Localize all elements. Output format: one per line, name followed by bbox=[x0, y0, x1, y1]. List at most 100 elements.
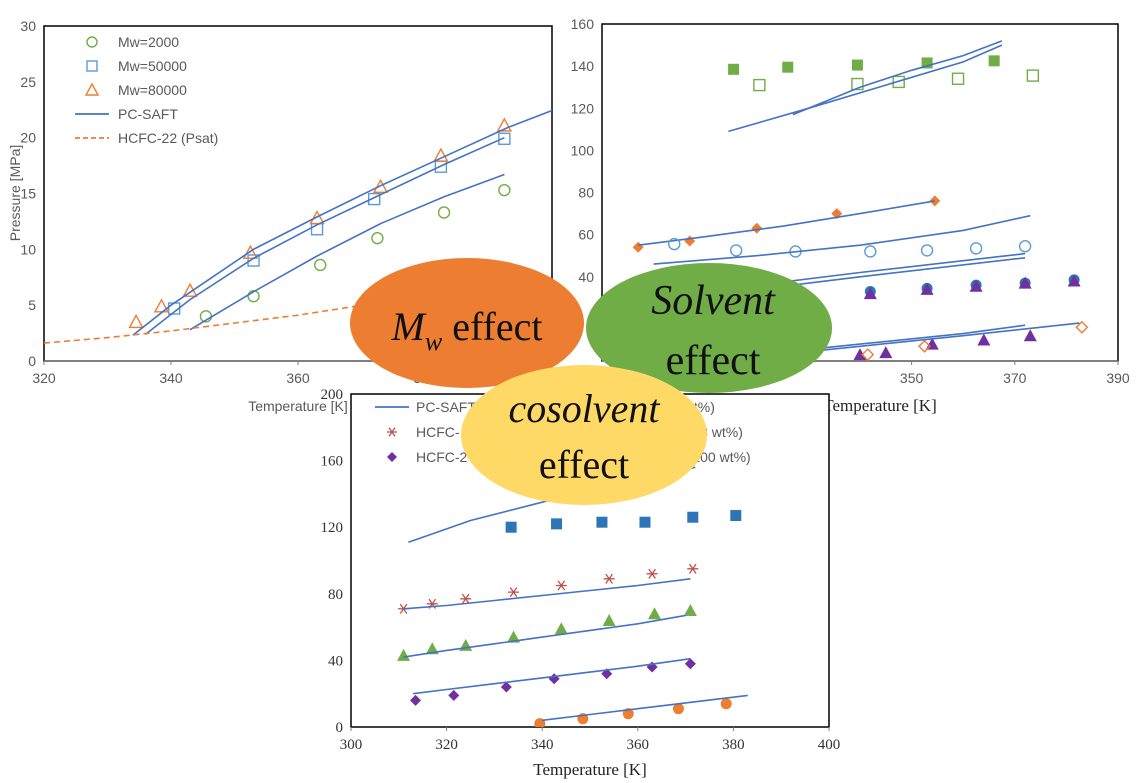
data-point bbox=[918, 339, 931, 353]
data-point bbox=[1018, 276, 1032, 289]
data-point bbox=[672, 703, 684, 715]
y-tick-label: 40 bbox=[578, 269, 594, 285]
series-green-line-upper bbox=[792, 40, 1003, 116]
series-line bbox=[413, 657, 691, 695]
data-point bbox=[1067, 274, 1081, 287]
data-point bbox=[128, 313, 144, 329]
series-pc-saft-mw-80000- bbox=[132, 109, 552, 336]
data-point bbox=[1026, 69, 1040, 82]
data-point bbox=[864, 245, 877, 258]
series-blue-filled-squares bbox=[505, 510, 742, 533]
data-point bbox=[646, 568, 658, 579]
data-point bbox=[410, 694, 422, 706]
data-point bbox=[861, 348, 875, 361]
data-point bbox=[892, 75, 905, 89]
x-tick-label: 390 bbox=[1106, 370, 1130, 386]
series-line bbox=[403, 614, 686, 658]
y-tick-label: 20 bbox=[20, 130, 36, 146]
series-line bbox=[132, 109, 552, 336]
legend-label: Mw=2000 bbox=[118, 34, 179, 50]
y-tick-label: 120 bbox=[321, 520, 344, 536]
data-point bbox=[372, 178, 389, 194]
bubble-solvent-effect: Solvent effect bbox=[586, 263, 832, 393]
data-point bbox=[603, 573, 615, 584]
data-point bbox=[863, 287, 877, 300]
data-point bbox=[242, 244, 259, 259]
data-point bbox=[508, 587, 520, 598]
chart-cosolvent-effect: 300 320 340 360 380 400 0 40 80 120 160 200 Temperat… bbox=[321, 387, 841, 779]
y-tick-label: 80 bbox=[328, 587, 343, 603]
data-point bbox=[988, 55, 1000, 67]
legend-label: HCFC-22 (Psat) bbox=[118, 130, 218, 146]
y-tick-label: 5 bbox=[28, 297, 36, 313]
series-line bbox=[653, 214, 1031, 265]
data-point bbox=[500, 681, 512, 693]
data-point bbox=[498, 132, 511, 145]
data-point bbox=[247, 290, 260, 303]
legend-label: HCFC- bbox=[416, 424, 460, 440]
data-point bbox=[448, 689, 460, 701]
y-tick-label: 120 bbox=[571, 100, 595, 116]
series-pc-saft-mw-50000- bbox=[145, 136, 505, 335]
legend-swatch bbox=[84, 82, 100, 96]
data-point bbox=[969, 279, 983, 292]
y-tick-label: 30 bbox=[20, 18, 36, 34]
legend-swatch bbox=[387, 452, 397, 462]
data-point bbox=[969, 242, 983, 255]
x-tick-label: 400 bbox=[818, 737, 841, 753]
data-point bbox=[879, 346, 893, 359]
data-point bbox=[977, 333, 991, 346]
x-tick-label: 340 bbox=[531, 737, 554, 753]
series-hcfc-22-psat- bbox=[44, 305, 356, 344]
data-point bbox=[639, 516, 651, 528]
legend-label: PC-SAFT bbox=[416, 399, 476, 415]
x-tick-label: 380 bbox=[722, 737, 745, 753]
data-point bbox=[684, 658, 696, 670]
data-point bbox=[433, 147, 449, 162]
data-point bbox=[728, 63, 740, 75]
data-point bbox=[920, 244, 934, 257]
series-orange-line bbox=[637, 200, 935, 246]
data-point bbox=[247, 254, 260, 267]
data-point bbox=[753, 78, 766, 92]
bubble-solvent-line2: effect bbox=[666, 338, 761, 384]
bubble-mw-label: Mw effect bbox=[391, 304, 543, 356]
series-line bbox=[792, 40, 1003, 116]
bubble-solvent-shape bbox=[586, 263, 832, 393]
data-point bbox=[951, 72, 965, 85]
y-tick-label: 100 bbox=[571, 142, 595, 158]
y-tick-label: 140 bbox=[571, 58, 595, 74]
bubble-mw-text: effect bbox=[442, 304, 542, 349]
plot-area bbox=[44, 109, 552, 344]
series-green-filled-squares bbox=[728, 55, 1000, 75]
legend-label: Mw=50000 bbox=[118, 58, 187, 74]
legend-swatch bbox=[86, 60, 98, 72]
data-point bbox=[437, 206, 451, 219]
series-purple-line bbox=[413, 657, 691, 695]
legend-label: HCFC-2 bbox=[416, 449, 468, 465]
data-point bbox=[929, 195, 941, 207]
y-axis-title: Pressure [MPa] bbox=[7, 145, 23, 241]
data-point bbox=[1075, 320, 1089, 334]
series-line bbox=[637, 200, 935, 246]
x-tick-label: 360 bbox=[286, 370, 310, 386]
data-point bbox=[397, 648, 411, 661]
series-green-open-squares bbox=[753, 69, 1040, 92]
data-point bbox=[496, 117, 513, 132]
series-pc-saft-mw-2000- bbox=[189, 173, 505, 331]
bubble-cosolvent-effect: cosolvent effect bbox=[461, 365, 707, 505]
x-tick-label: 300 bbox=[340, 737, 363, 753]
data-point bbox=[314, 258, 327, 272]
data-point bbox=[729, 244, 743, 257]
bubble-mw-symbol: M bbox=[391, 304, 428, 349]
x-axis-title: Temperature [K] bbox=[823, 396, 937, 415]
series-purple-filled-triangles bbox=[863, 274, 1081, 300]
series-mw-2000 bbox=[199, 183, 511, 323]
data-point bbox=[687, 511, 699, 523]
y-tick-label: 80 bbox=[578, 185, 594, 201]
series-asterisk-line bbox=[403, 578, 691, 610]
data-point bbox=[683, 603, 697, 616]
data-point bbox=[425, 642, 439, 655]
legend-label: PC-SAFT bbox=[118, 106, 178, 122]
bubble-cosolvent-line1: cosolvent bbox=[508, 386, 660, 431]
